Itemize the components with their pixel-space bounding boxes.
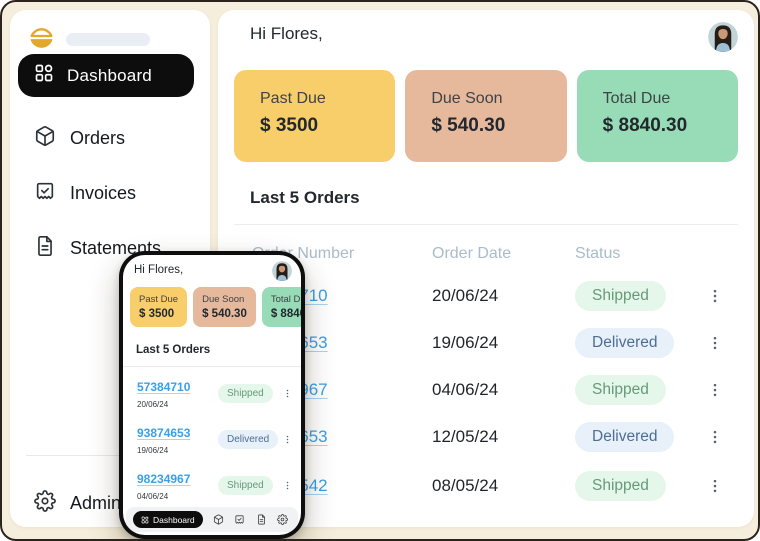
status-badge: Shipped — [575, 471, 666, 501]
sidebar-item-label: Invoices — [70, 182, 137, 203]
phone-nav-dashboard[interactable]: Dashboard — [133, 511, 203, 528]
phone-mockup: Hi Flores, Past Due $ 3500 Due Soon $ 54… — [119, 251, 305, 539]
card-due-soon: Due Soon $ 540.30 — [405, 70, 567, 162]
kebab-menu-icon[interactable] — [280, 388, 294, 399]
statement-icon — [34, 235, 56, 262]
brand-logo-icon — [26, 24, 57, 55]
phone-summary-cards: Past Due $ 3500 Due Soon $ 540.30 Total … — [130, 287, 301, 327]
sidebar-item-label: Orders — [70, 127, 126, 148]
table-row: 84920653 12/05/24 Delivered — [252, 413, 726, 460]
order-date: 19/06/24 — [137, 445, 169, 455]
orders-table: 57384710 20/06/24 Shipped 93874653 19/06… — [252, 272, 726, 512]
phone-nav-orders package-icon[interactable] — [213, 514, 224, 525]
card-label: Total Due — [270, 294, 301, 305]
order-date: 20/06/24 — [432, 285, 499, 305]
package-icon — [34, 125, 56, 152]
card-value: $ 8840.30 — [602, 115, 688, 136]
card-label: Total Due — [602, 90, 671, 107]
gear-icon — [34, 489, 56, 517]
card-label: Due Soon — [202, 294, 245, 305]
order-date: 08/05/24 — [432, 476, 499, 495]
list-item: 57384710 20/06/24 Shipped — [137, 370, 294, 416]
phone-screen: Hi Flores, Past Due $ 3500 Due Soon $ 54… — [123, 255, 301, 535]
order-date: 04/06/24 — [137, 491, 169, 501]
grid-icon — [34, 63, 54, 88]
order-number-link[interactable]: 93874653 — [137, 425, 191, 440]
order-date: 04/06/24 — [432, 379, 499, 399]
kebab-menu-icon[interactable] — [704, 477, 726, 495]
grid-icon — [141, 516, 149, 524]
table-row: 38471542 08/05/24 Shipped — [252, 460, 726, 512]
table-row: 57384710 20/06/24 Shipped — [252, 272, 726, 319]
card-label: Past Due — [139, 294, 179, 305]
section-divider — [234, 224, 738, 225]
table-row: 93874653 19/06/24 Delivered — [252, 319, 726, 366]
brand-name-placeholder — [66, 33, 150, 46]
brand — [26, 24, 150, 55]
status-badge: Shipped — [575, 374, 666, 405]
phone-divider — [123, 366, 301, 367]
order-number-link[interactable]: 57384710 — [137, 379, 191, 394]
nav-label: Dashboard — [153, 514, 195, 525]
phone-user-avatar[interactable] — [272, 261, 292, 281]
card-value: $ 8840.30 — [270, 308, 301, 320]
sidebar-item-label: Admin — [70, 492, 122, 513]
phone-card-total-due: Total Due $ 8840.30 — [261, 287, 301, 327]
sidebar-item-label: Dashboard — [67, 65, 152, 85]
greeting-text: Hi Flores, — [250, 24, 323, 43]
phone-bottom-nav: Dashboard — [126, 507, 298, 532]
status-badge: Shipped — [218, 475, 273, 495]
card-value: $ 540.30 — [431, 115, 506, 136]
kebab-menu-icon[interactable] — [280, 434, 294, 445]
phone-card-due-soon: Due Soon $ 540.30 — [193, 287, 256, 327]
phone-nav-statements statement-icon[interactable] — [256, 514, 267, 525]
kebab-menu-icon[interactable] — [704, 428, 726, 446]
sidebar-item-admin[interactable]: Admin — [34, 482, 121, 524]
sidebar-divider — [26, 455, 194, 456]
col-status: Status — [575, 245, 621, 262]
order-date: 20/06/24 — [137, 399, 169, 409]
order-date: 12/05/24 — [432, 426, 499, 446]
main-panel: Hi Flores, Past Due $ 3500 Due Soon $ 54… — [218, 10, 754, 527]
kebab-menu-icon[interactable] — [280, 480, 294, 491]
status-badge: Shipped — [218, 383, 273, 403]
phone-greeting-text: Hi Flores, — [134, 264, 184, 276]
card-total-due: Total Due $ 8840.30 — [576, 70, 738, 162]
card-value: $ 540.30 — [202, 308, 247, 320]
status-badge: Delivered — [575, 421, 675, 452]
phone-orders-title: Last 5 Orders — [136, 344, 211, 356]
summary-cards: Past Due $ 3500 Due Soon $ 540.30 Total … — [234, 70, 738, 162]
status-badge: Delivered — [575, 327, 675, 358]
card-label: Past Due — [260, 90, 326, 107]
kebab-menu-icon[interactable] — [704, 287, 726, 305]
table-header: Order Number Order Date Status — [252, 245, 726, 263]
list-item: 98234967 04/06/24 Shipped — [137, 462, 294, 508]
phone-card-past-due: Past Due $ 3500 — [130, 287, 188, 327]
card-value: $ 3500 — [139, 308, 175, 320]
status-badge: Shipped — [575, 280, 666, 311]
phone-nav-admin gear-icon[interactable] — [277, 514, 288, 525]
sidebar-item-orders[interactable]: Orders — [34, 117, 125, 159]
kebab-menu-icon[interactable] — [704, 381, 726, 399]
phone-orders-list: 57384710 20/06/24 Shipped 93874653 19/06… — [137, 370, 294, 508]
orders-section-title: Last 5 Orders — [250, 188, 360, 207]
order-date: 19/06/24 — [432, 332, 499, 352]
col-order-date: Order Date — [432, 245, 512, 262]
kebab-menu-icon[interactable] — [704, 334, 726, 352]
phone-nav-invoices invoice-icon[interactable] — [234, 514, 245, 525]
table-row: 98234967 04/06/24 Shipped — [252, 366, 726, 413]
card-label: Due Soon — [431, 90, 503, 107]
card-value: $ 3500 — [260, 115, 319, 136]
invoice-icon — [34, 180, 56, 207]
list-item: 93874653 19/06/24 Delivered — [137, 416, 294, 462]
user-avatar[interactable] — [708, 22, 738, 52]
sidebar-item-dashboard[interactable]: Dashboard — [18, 54, 194, 97]
status-badge: Delivered — [218, 429, 279, 449]
card-past-due: Past Due $ 3500 — [234, 70, 396, 162]
sidebar-item-invoices[interactable]: Invoices — [34, 172, 136, 214]
order-number-link[interactable]: 98234967 — [137, 471, 191, 486]
